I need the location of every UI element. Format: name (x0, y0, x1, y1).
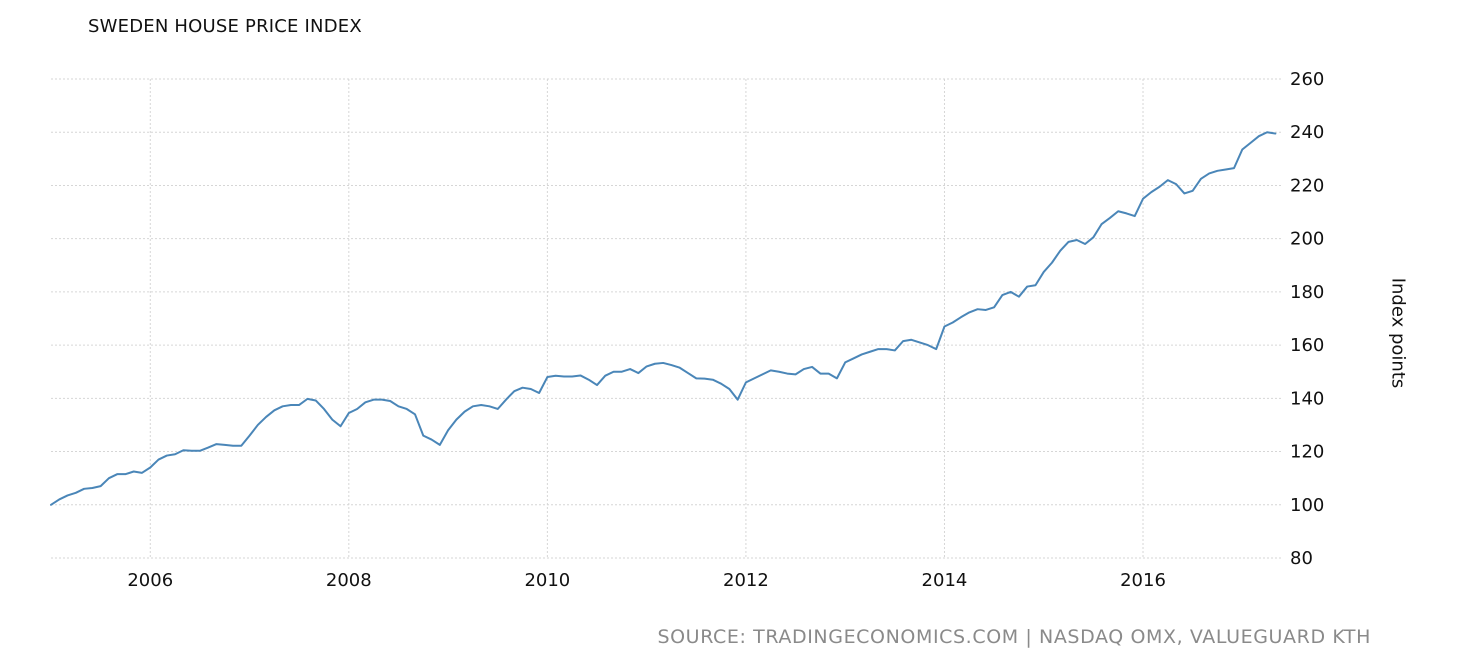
x-tick-label: 2014 (922, 570, 968, 591)
x-tick-label: 2016 (1120, 570, 1166, 591)
chart-title: SWEDEN HOUSE PRICE INDEX (88, 16, 362, 37)
y-axis-ticks: 80 100 120 140 160 180 200 220 240 260 (1290, 69, 1324, 569)
y-tick-label: 180 (1290, 282, 1324, 303)
y-tick-label: 260 (1290, 69, 1324, 90)
y-tick-label: 100 (1290, 495, 1324, 516)
y-tick-label: 220 (1290, 175, 1324, 196)
y-tick-label: 160 (1290, 335, 1324, 356)
y-axis-label: Index points (1387, 277, 1409, 389)
x-tick-label: 2010 (524, 570, 570, 591)
x-tick-label: 2006 (127, 570, 173, 591)
y-tick-label: 80 (1290, 548, 1313, 569)
source-note: SOURCE: TRADINGECONOMICS.COM | NASDAQ OM… (657, 626, 1371, 648)
y-tick-label: 200 (1290, 229, 1324, 250)
series-layer (50, 131, 1277, 506)
x-tick-label: 2008 (326, 570, 372, 591)
y-tick-label: 120 (1290, 442, 1324, 463)
grid-lines (51, 78, 1282, 559)
series-line (50, 131, 1277, 506)
x-axis-ticks: 2006 2008 2010 2012 2014 2016 (127, 570, 1166, 591)
y-tick-label: 240 (1290, 122, 1324, 143)
x-tick-label: 2012 (723, 570, 769, 591)
y-tick-label: 140 (1290, 388, 1324, 409)
